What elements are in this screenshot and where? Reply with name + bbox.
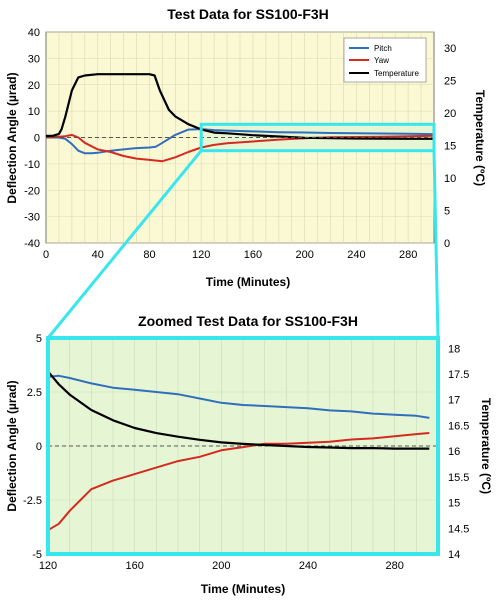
top-chart-xtick-label: 240 — [347, 249, 365, 261]
zoomed-chart-series-yaw — [47, 432, 430, 532]
zoomed-chart-y2tick-label: 16.5 — [448, 420, 469, 432]
zoomed-chart-ytick-label: -5 — [32, 549, 42, 561]
zoomed-chart-series-temperature — [47, 370, 430, 450]
top-chart-ytick-label: -10 — [24, 159, 40, 171]
top-chart-ytick-label: 0 — [34, 133, 40, 145]
zoomed-chart-y2tick-label: 18 — [448, 343, 460, 355]
top-chart-series-pitch — [46, 128, 435, 155]
top-chart-ylabel: Deflection Angle (µrad) — [5, 72, 19, 203]
top-chart-xtick-label: 0 — [43, 249, 49, 261]
zoom-connector-left — [46, 149, 203, 339]
top-chart-xtick-label: 200 — [295, 249, 313, 261]
top-chart-ytick-label: 20 — [28, 80, 40, 92]
top-chart-xlabel: Time (Minutes) — [206, 275, 290, 289]
zoomed-chart-y2tick-label: 16 — [448, 446, 460, 458]
top-chart-ytick-label: 10 — [28, 106, 40, 118]
zoomed-chart-xlabel: Time (Minutes) — [201, 582, 285, 596]
zoomed-chart-y2tick-label: 15 — [448, 498, 460, 510]
zoomed-chart-y2tick-label: 17.5 — [448, 369, 469, 381]
zoom-connectors — [46, 149, 440, 339]
zoomed-chart-ylabel: Deflection Angle (µrad) — [5, 380, 19, 511]
top-chart-series-temperature — [46, 73, 434, 140]
zoomed-chart-ytick-label: 2.5 — [27, 387, 42, 399]
top-chart: Test Data for SS100-F3H 0 40 80 120 160 200 24… — [5, 6, 487, 289]
legend-label-temperature: Temperature — [374, 69, 419, 78]
zoomed-chart-xtick-label: 160 — [125, 560, 143, 572]
top-chart-series — [45, 73, 435, 163]
zoomed-chart-y2tick-label: 14 — [448, 549, 460, 561]
top-chart-xtick-label: 280 — [399, 249, 417, 261]
top-chart-y2tick-label: 20 — [444, 108, 456, 120]
zoomed-chart-xtick-label: 120 — [39, 560, 57, 572]
zoomed-chart: Zoomed Test Data for SS100-F3H 120 160 200… — [5, 313, 493, 596]
legend-label-yaw: Yaw — [374, 56, 389, 65]
top-chart-title: Test Data for SS100-F3H — [167, 6, 329, 22]
zoomed-chart-ticks: 120 160 200 240 280 5 2.5 0 -2.5 -5 18 17.5 17 16.5 16… — [23, 333, 469, 572]
zoomed-chart-series — [47, 370, 430, 532]
zoomed-chart-y2tick-label: 15.5 — [448, 472, 469, 484]
top-chart-ytick-label: -40 — [24, 238, 40, 250]
top-chart-ytick-label: 40 — [28, 27, 40, 39]
zoomed-chart-xtick-label: 200 — [212, 560, 230, 572]
zoomed-chart-y2tick-label: 14.5 — [448, 523, 469, 535]
zoom-connector-right — [432, 150, 440, 339]
top-chart-xtick-label: 40 — [92, 249, 104, 261]
top-chart-ticks: 0 40 80 120 160 200 240 280403020100-10-20-30-4… — [24, 27, 456, 261]
zoomed-chart-ytick-label: 5 — [36, 333, 42, 345]
top-chart-y2label: Temperature (ºC) — [473, 90, 487, 186]
top-chart-ytick-label: 30 — [28, 53, 40, 65]
top-chart-xtick-label: 80 — [143, 249, 155, 261]
zoomed-chart-xtick-label: 280 — [385, 560, 403, 572]
top-chart-y2tick-label: 15 — [444, 141, 456, 153]
top-chart-y2tick-label: 30 — [444, 43, 456, 55]
top-chart-y2tick-label: 5 — [444, 206, 450, 218]
zoomed-chart-ytick-label: 0 — [36, 441, 42, 453]
zoomed-chart-y2tick-label: 17 — [448, 395, 460, 407]
top-chart-ytick-label: -30 — [24, 212, 40, 224]
top-chart-y2tick-label: 10 — [444, 173, 456, 185]
top-chart-y2tick-label: 0 — [444, 238, 450, 250]
zoomed-chart-frame — [46, 336, 440, 556]
top-chart-ytick-label: -20 — [24, 185, 40, 197]
zoomed-chart-y2label: Temperature (ºC) — [479, 398, 493, 494]
zoomed-chart-xtick-label: 240 — [299, 560, 317, 572]
zoomed-chart-series-pitch — [47, 374, 430, 419]
legend-label-pitch: Pitch — [374, 44, 392, 53]
zoomed-chart-ytick-label: -2.5 — [23, 495, 42, 507]
legend: Pitch Yaw Temperature — [343, 37, 427, 83]
top-chart-zoom-box — [199, 122, 436, 153]
top-chart-y2tick-label: 25 — [444, 76, 456, 88]
top-chart-xtick-label: 120 — [192, 249, 210, 261]
top-chart-xtick-label: 160 — [244, 249, 262, 261]
zoomed-chart-title: Zoomed Test Data for SS100-F3H — [138, 313, 358, 329]
